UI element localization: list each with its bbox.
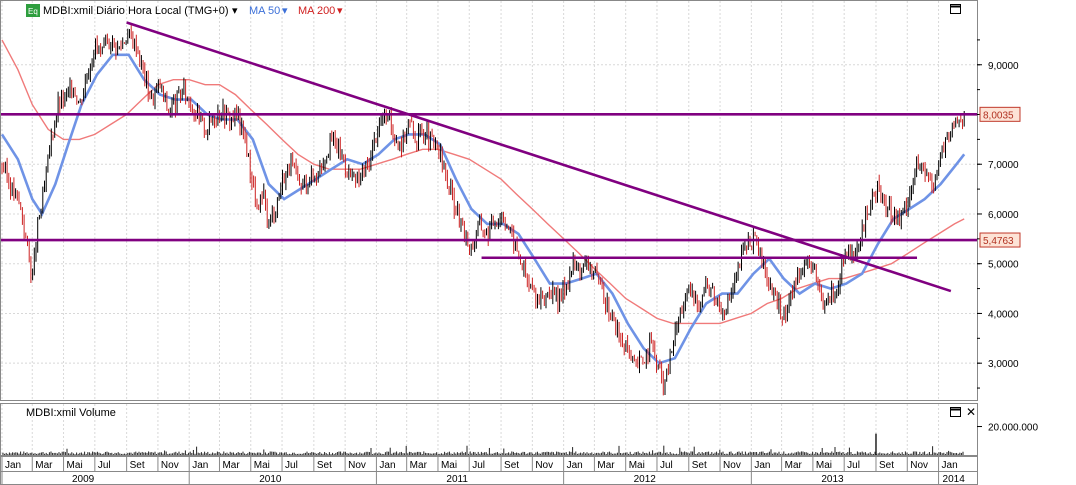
volume-title: MDBI:xmil Volume xyxy=(26,407,116,419)
y-tick-label: 6,0000 xyxy=(988,210,1019,221)
x-tick-label-month: Nov xyxy=(910,460,928,471)
y-tick-label: 4,0000 xyxy=(988,309,1019,320)
ma200-dropdown-icon[interactable]: ▾ xyxy=(337,5,343,17)
x-tick-label-year: 2012 xyxy=(634,474,657,485)
x-tick-label-month: Mai xyxy=(254,460,270,471)
x-tick-label-year: 2011 xyxy=(446,474,468,485)
y-tick-label: 7,0000 xyxy=(988,160,1019,171)
x-tick-label-month: Mai xyxy=(629,460,645,471)
y-axis: 3,00004,00005,00006,00007,00008,00009,00… xyxy=(977,39,1038,434)
x-tick-label-month: Mai xyxy=(441,460,457,471)
y-tick-label: 5,0000 xyxy=(988,260,1019,271)
volume-bars xyxy=(2,433,964,455)
x-tick-label-month: Jan xyxy=(192,460,208,471)
price-tag-label: 8,0035 xyxy=(983,110,1014,121)
x-tick-label-month: Mar xyxy=(410,460,428,471)
x-tick-label-month: Mar xyxy=(785,460,803,471)
drawn-lines xyxy=(1,21,977,293)
x-tick-label-year: 2013 xyxy=(821,474,844,485)
ma200-label[interactable]: MA 200 xyxy=(298,5,335,17)
volume-close-icon[interactable]: ✕ xyxy=(966,405,976,419)
ma200-line xyxy=(1,39,965,325)
x-tick-label-month: Jul xyxy=(660,460,673,471)
x-tick-label-month: Jan xyxy=(5,460,21,471)
y-tick-label: 3,0000 xyxy=(988,359,1019,370)
x-tick-label-month: Jul xyxy=(847,460,860,471)
x-tick-label-month: Set xyxy=(692,460,707,471)
x-tick-label-month: Mar xyxy=(222,460,240,471)
eq-badge[interactable] xyxy=(26,4,40,17)
x-tick-label-month: Jul xyxy=(285,460,298,471)
x-tick-label-month: Nov xyxy=(723,460,741,471)
price-panel-frame xyxy=(0,0,978,401)
x-tick-label-month: Nov xyxy=(161,460,179,471)
x-tick-label-month: Jul xyxy=(472,460,485,471)
x-tick-label-month: Jul xyxy=(98,460,111,471)
ma50-dropdown-icon[interactable]: ▾ xyxy=(282,5,288,17)
x-tick-label-month: Nov xyxy=(535,460,553,471)
volume-maximize-icon[interactable] xyxy=(950,407,961,417)
volume-y-tick-label: 20.000.000 xyxy=(988,423,1038,434)
x-tick-label-year: 2010 xyxy=(259,474,282,485)
x-tick-label-year: 2014 xyxy=(943,474,966,485)
volume-panel-frame xyxy=(0,403,978,456)
x-axis: Jan Mar Mai Jul Set Nov Jan Mar Mai Jul Set Nov Jan M… xyxy=(1,457,977,485)
x-tick-label-month: Set xyxy=(879,460,894,471)
x-tick-label-month: Mar xyxy=(35,460,53,471)
x-tick-label-month: Jan xyxy=(567,460,583,471)
x-tick-label-month: Mar xyxy=(597,460,615,471)
x-tick-label-month: Jan xyxy=(754,460,770,471)
symbol-label[interactable]: MDBI:xmil Diário Hora Local (TMG+0) xyxy=(43,5,229,17)
price-tag xyxy=(979,232,1021,248)
x-tick-label-month: Set xyxy=(130,460,145,471)
x-tick-label-month: Set xyxy=(504,460,519,471)
x-tick-label-month: Jan xyxy=(379,460,395,471)
y-tick-label: 9,0000 xyxy=(988,61,1019,72)
x-tick-label-month: Set xyxy=(317,460,332,471)
price-tag-label: 5,4763 xyxy=(983,236,1014,247)
x-tick-label-month: Jan xyxy=(942,460,958,471)
maximize-icon[interactable] xyxy=(950,4,961,14)
price-tag xyxy=(979,106,1021,122)
x-axis-frame xyxy=(0,456,978,485)
x-tick-label-year: 2009 xyxy=(72,474,95,485)
ma50-label[interactable]: MA 50 xyxy=(249,5,280,17)
x-tick-label-month: Mai xyxy=(816,460,832,471)
x-tick-label-month: Nov xyxy=(348,460,366,471)
trendline xyxy=(126,21,952,293)
symbol-dropdown-icon[interactable]: ▾ xyxy=(232,5,238,17)
x-tick-label-month: Mai xyxy=(67,460,83,471)
eq-badge-label: Eq xyxy=(28,7,38,16)
price-series xyxy=(0,25,966,396)
